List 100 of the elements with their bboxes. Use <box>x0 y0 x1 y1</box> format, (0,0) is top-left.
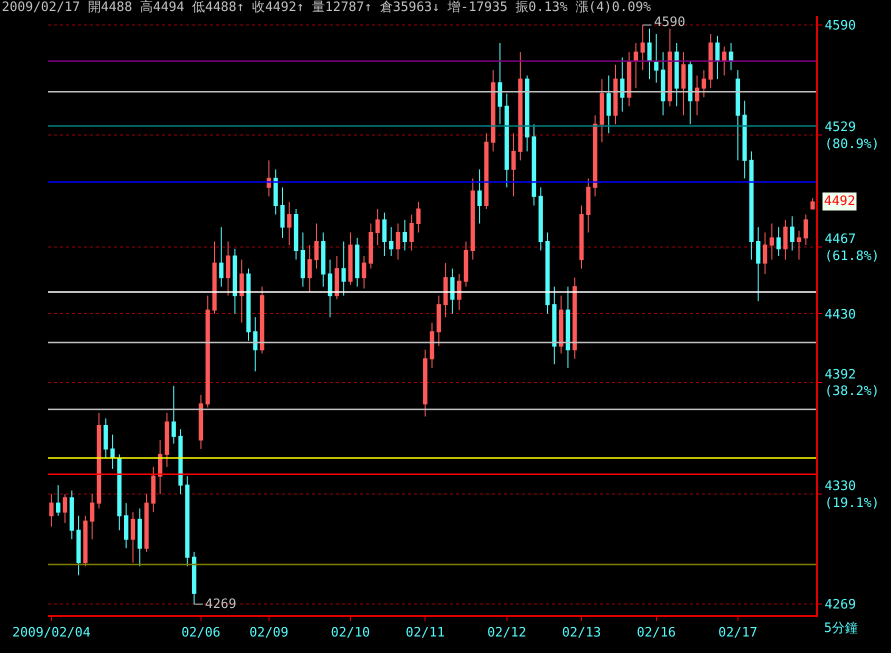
x-tick-label: 02/16 <box>636 626 676 641</box>
candlestick <box>124 502 128 549</box>
candlestick <box>552 286 556 365</box>
candlestick <box>586 178 590 234</box>
candlestick <box>626 52 632 107</box>
candlestick <box>382 212 387 256</box>
candlestick <box>558 295 564 354</box>
candlestick <box>198 394 204 450</box>
candlestick <box>130 512 136 564</box>
candlestick <box>232 248 238 314</box>
candlestick <box>647 28 652 80</box>
candlestick <box>314 222 319 270</box>
candlestick <box>287 201 292 246</box>
candlestick <box>762 232 768 274</box>
candlestick <box>749 150 754 260</box>
candlestick <box>790 216 794 252</box>
text: 4492 <box>824 194 856 209</box>
candlestick <box>110 434 115 470</box>
candlestick <box>104 418 108 459</box>
candlestick <box>518 52 523 161</box>
y-tick-label: 4392 (38.2%) <box>824 367 880 400</box>
candlestick <box>423 349 428 418</box>
candlestick <box>246 268 251 342</box>
candlestick <box>260 286 264 354</box>
candlestick <box>694 75 700 116</box>
candlestick <box>668 28 672 107</box>
candlestick <box>348 232 353 286</box>
candlestick <box>300 232 306 288</box>
x-tick-label: 02/11 <box>406 626 445 641</box>
candlestick <box>117 454 122 531</box>
candlestick <box>634 42 638 89</box>
candlestick <box>457 274 462 311</box>
annotation: 4590 <box>654 15 686 30</box>
candlestick <box>674 42 679 107</box>
candlestick <box>545 232 550 314</box>
candlestick <box>49 494 54 528</box>
candlestick <box>532 124 536 206</box>
candlestick <box>70 490 74 540</box>
candlestick <box>389 226 394 256</box>
candlestick <box>688 60 692 125</box>
y-tick-label: 4430 <box>824 307 856 322</box>
x-tick-label: 02/13 <box>562 626 602 641</box>
candlestick <box>708 34 713 89</box>
candlestick <box>756 226 760 302</box>
candlestick <box>172 385 176 444</box>
y-tick-label: 4529 (80.9%) <box>824 120 880 152</box>
candlestick <box>796 230 802 260</box>
x-tick-label: 2009/02/04 <box>12 626 91 641</box>
candlestick <box>770 222 774 260</box>
candlestick <box>524 75 530 152</box>
candlestick <box>274 168 278 215</box>
y-tick-label: 4467 (61.8%) <box>824 232 880 264</box>
y-tick-label: 4330 (19.1%) <box>824 479 880 512</box>
candlestick <box>416 201 421 234</box>
candlestick <box>613 64 618 125</box>
candlestick <box>783 219 788 260</box>
candlestick <box>138 508 142 567</box>
candlestick <box>728 42 734 71</box>
candlestick <box>212 241 217 314</box>
candlestick <box>450 268 455 314</box>
candlestick <box>362 255 366 289</box>
candlestick <box>470 178 475 260</box>
candlestick <box>484 132 489 210</box>
y-tick-label: 4269 <box>824 598 856 613</box>
candlestick <box>62 494 68 524</box>
candlestick <box>810 198 815 210</box>
candlestick <box>511 132 516 197</box>
candlestick <box>640 24 645 71</box>
candlestick <box>504 93 509 188</box>
candlestick <box>151 466 156 513</box>
candlestick <box>538 186 543 252</box>
candlestick <box>396 222 400 260</box>
candlestick <box>192 551 196 605</box>
candlestick <box>579 204 584 270</box>
candlestick <box>600 78 604 143</box>
candlestick <box>280 186 285 238</box>
annotation: 4269 <box>205 597 236 612</box>
candlestick <box>443 262 448 318</box>
x-tick-label: 02/10 <box>330 626 370 641</box>
chart-title: 2009/02/17 開4488 高4494 低4488↑ 收4492↑ 量12787↑ 倉35963↓ 增-17935 振0.13% 漲(4)0.09% <box>2 0 652 16</box>
candlestick <box>409 214 414 252</box>
candlestick <box>185 476 190 567</box>
candlestick <box>722 46 726 76</box>
candlestick <box>164 412 170 468</box>
candlestick <box>334 255 340 300</box>
candlestick <box>654 34 658 84</box>
candlestick <box>736 70 740 161</box>
x-tick-label: 02/12 <box>487 626 526 641</box>
candlestick <box>606 75 611 134</box>
candlestick <box>702 70 706 98</box>
candlestick <box>742 100 747 179</box>
candlestick <box>430 322 434 368</box>
candlestick <box>226 241 230 296</box>
candlestick <box>498 42 502 125</box>
candlestick <box>491 70 496 152</box>
candlestick <box>660 52 666 116</box>
candlestick <box>158 439 162 495</box>
candlestick <box>355 237 360 288</box>
candlestick <box>776 226 781 256</box>
candlestick <box>804 214 808 246</box>
